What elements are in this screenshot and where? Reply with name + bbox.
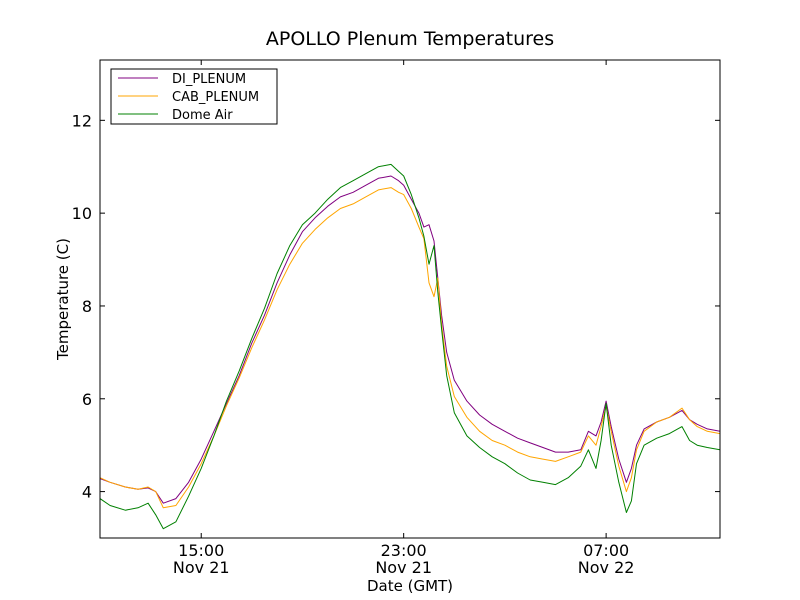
- plot-frame: [99, 59, 721, 539]
- legend-label: CAB_PLENUM: [172, 90, 259, 105]
- x-tick-time-label: 15:00: [178, 541, 224, 560]
- x-tick-date-label: Nov 21: [173, 558, 230, 577]
- y-tick-label: 10: [72, 204, 92, 223]
- y-axis-label: Temperature (C): [54, 238, 72, 361]
- legend-label: Dome Air: [172, 108, 233, 123]
- series-line-cab-plenum: [100, 187, 720, 509]
- x-tick-time-label: 07:00: [583, 541, 629, 560]
- y-tick-label: 4: [82, 483, 92, 502]
- series-line-di-plenum: [100, 175, 720, 504]
- plot-area: [100, 60, 720, 538]
- y-tick-label: 12: [72, 111, 92, 130]
- chart-title: APOLLO Plenum Temperatures: [266, 28, 554, 50]
- legend: DI_PLENUM CAB_PLENUM Dome Air: [110, 68, 278, 125]
- y-tick-label: 8: [82, 297, 92, 316]
- x-tick-time-label: 23:00: [381, 541, 427, 560]
- x-axis-label: Date (GMT): [367, 577, 453, 595]
- legend-label: DI_PLENUM: [172, 72, 246, 87]
- series-line-dome-air: [100, 163, 720, 530]
- x-tick-date-label: Nov 21: [375, 558, 432, 577]
- series-layer: [100, 163, 720, 530]
- x-tick-date-label: Nov 22: [578, 558, 635, 577]
- y-tick-label: 6: [82, 390, 92, 409]
